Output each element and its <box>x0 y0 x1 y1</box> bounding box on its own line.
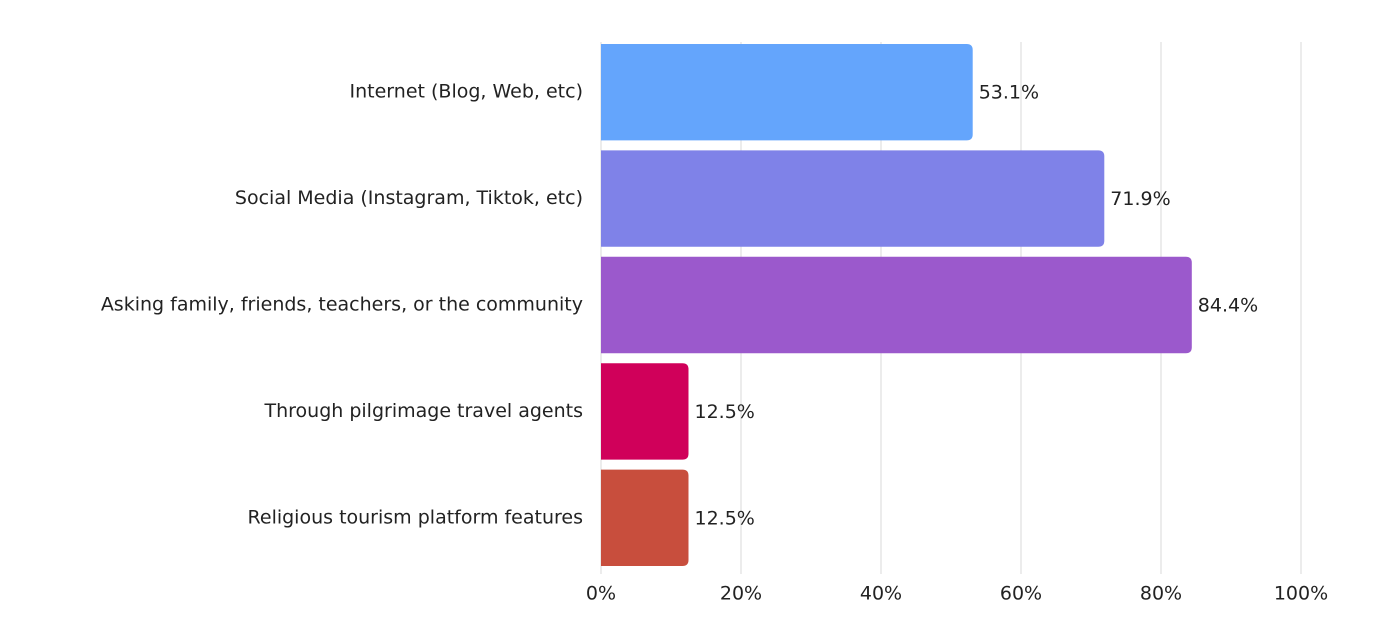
x-tick-label: 80% <box>1140 583 1182 605</box>
value-label: 71.9% <box>1110 188 1170 210</box>
bar <box>601 256 1192 354</box>
bar <box>601 363 689 460</box>
x-tick-label: 60% <box>1000 583 1042 605</box>
value-label: 12.5% <box>695 507 755 529</box>
x-tick-label: 0% <box>586 583 616 605</box>
bar <box>601 469 689 566</box>
y-tick-label: Asking family, friends, teachers, or the… <box>101 294 583 316</box>
bar <box>601 44 973 141</box>
value-label: 53.1% <box>979 82 1039 104</box>
x-tick-label: 40% <box>860 583 902 605</box>
y-tick-label: Internet (Blog, Web, etc) <box>350 81 583 103</box>
value-label: 84.4% <box>1198 295 1258 317</box>
bar <box>601 150 1105 247</box>
x-tick-label: 100% <box>1274 583 1328 605</box>
y-tick-label: Religious tourism platform features <box>248 506 583 528</box>
y-tick-label: Social Media (Instagram, Tiktok, etc) <box>235 187 583 209</box>
x-tick-label: 20% <box>720 583 762 605</box>
value-label: 12.5% <box>695 401 755 423</box>
y-tick-label: Through pilgrimage travel agents <box>263 400 583 422</box>
